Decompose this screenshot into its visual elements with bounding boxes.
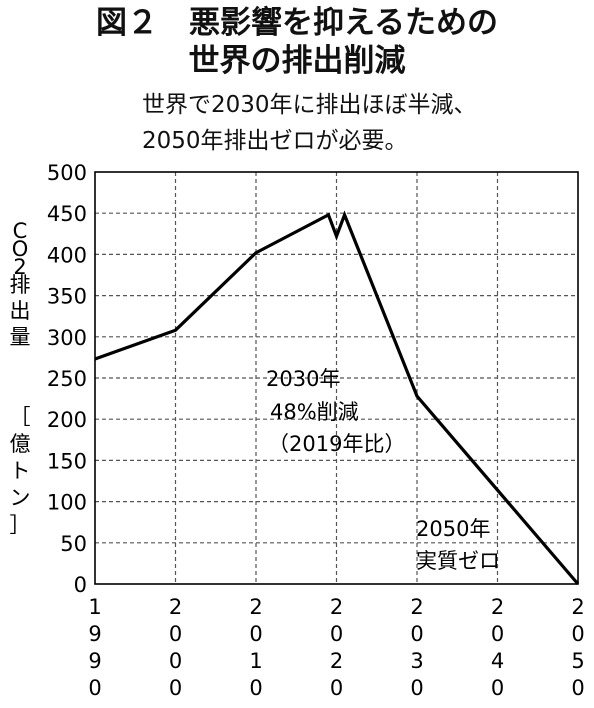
annotation-2030-line-3: （2019年比） bbox=[268, 432, 405, 456]
x-tick-label-2020-digit-3: 2 bbox=[330, 649, 343, 673]
x-tick-label-2050-digit-2: 0 bbox=[571, 622, 584, 646]
chart-subtitle-line-1: 世界で2030年に排出ほぼ半減、 bbox=[142, 92, 477, 118]
x-tick-label-2040-digit-3: 4 bbox=[491, 649, 504, 673]
y-tick-label-250: 250 bbox=[47, 367, 87, 391]
x-tick-label-2050-digit-3: 5 bbox=[571, 649, 584, 673]
plot-frame bbox=[94, 171, 579, 585]
x-tick-label-2020-digit-1: 2 bbox=[330, 595, 343, 619]
x-tick-label-2040-digit-4: 0 bbox=[491, 676, 504, 700]
y-tick-label-50: 50 bbox=[60, 532, 87, 556]
x-tick-label-2030-digit-1: 2 bbox=[410, 595, 423, 619]
y-axis-unit-char-3: ト bbox=[10, 459, 31, 483]
x-tick-label-2000-digit-2: 0 bbox=[169, 622, 182, 646]
x-tick-label-2020-digit-4: 0 bbox=[330, 676, 343, 700]
annotation-2030-line-2: 48%削減 bbox=[270, 400, 359, 424]
annotation-2030-line-1: 2030年 bbox=[266, 367, 340, 391]
y-tick-label-300: 300 bbox=[47, 326, 87, 350]
annotation-2050-line-2: 実質ゼロ bbox=[416, 549, 500, 573]
x-tick-label-2000-digit-3: 0 bbox=[169, 649, 182, 673]
x-tick-label-2040-digit-2: 0 bbox=[491, 622, 504, 646]
x-tick-label-2030-digit-3: 3 bbox=[410, 649, 423, 673]
x-tick-label-2050-digit-4: 0 bbox=[571, 676, 584, 700]
chart-title-line-2: 世界の排出削減 bbox=[188, 43, 406, 79]
y-axis-label-char-2: O bbox=[12, 237, 29, 261]
chart-title-line-1: 図２ 悪影響を抑えるための bbox=[95, 5, 499, 41]
y-axis-label-char-3: 2 bbox=[13, 255, 26, 279]
y-axis-unit-char-2: 億 bbox=[10, 432, 31, 456]
y-tick-label-500: 500 bbox=[47, 161, 87, 185]
y-tick-label-450: 450 bbox=[47, 202, 87, 226]
x-tick-label-2010-digit-4: 0 bbox=[249, 676, 262, 700]
x-tick-label-2010-digit-2: 0 bbox=[249, 622, 262, 646]
x-tick-label-2010-digit-3: 1 bbox=[249, 649, 262, 673]
x-tick-label-1990-digit-3: 9 bbox=[88, 649, 101, 673]
y-tick-label-100: 100 bbox=[47, 491, 87, 515]
x-tick-label-1990-digit-1: 1 bbox=[88, 595, 101, 619]
y-tick-label-200: 200 bbox=[47, 408, 87, 432]
x-tick-label-1990-digit-2: 9 bbox=[88, 622, 101, 646]
y-tick-label-150: 150 bbox=[47, 449, 87, 473]
y-axis-unit-char-1: ［ bbox=[10, 405, 31, 429]
y-axis-unit-char-5: ］ bbox=[10, 513, 31, 537]
y-axis-label-char-6: 量 bbox=[10, 325, 31, 349]
y-axis-label-char-4: 排 bbox=[10, 273, 31, 297]
x-tick-label-2040-digit-1: 2 bbox=[491, 595, 504, 619]
x-tick-label-2000-digit-4: 0 bbox=[169, 676, 182, 700]
y-tick-label-400: 400 bbox=[47, 243, 87, 267]
series-line bbox=[94, 210, 580, 586]
y-axis-label-char-5: 出 bbox=[10, 299, 31, 323]
x-tick-label-1990-digit-4: 0 bbox=[88, 676, 101, 700]
y-tick-label-0: 0 bbox=[74, 573, 87, 597]
x-tick-label-2010-digit-1: 2 bbox=[249, 595, 262, 619]
y-axis-unit-char-4: ン bbox=[10, 486, 31, 510]
chart-subtitle-line-2: 2050年排出ゼロが必要。 bbox=[142, 128, 408, 154]
x-tick-label-2030-digit-2: 0 bbox=[410, 622, 423, 646]
x-tick-label-2030-digit-4: 0 bbox=[410, 676, 423, 700]
x-tick-label-2000-digit-1: 2 bbox=[169, 595, 182, 619]
x-tick-label-2020-digit-2: 0 bbox=[330, 622, 343, 646]
annotation-2050-line-1: 2050年 bbox=[416, 517, 490, 541]
y-tick-label-350: 350 bbox=[47, 285, 87, 309]
y-axis-label-char-1: C bbox=[13, 219, 28, 243]
x-tick-label-2050-digit-1: 2 bbox=[571, 595, 584, 619]
